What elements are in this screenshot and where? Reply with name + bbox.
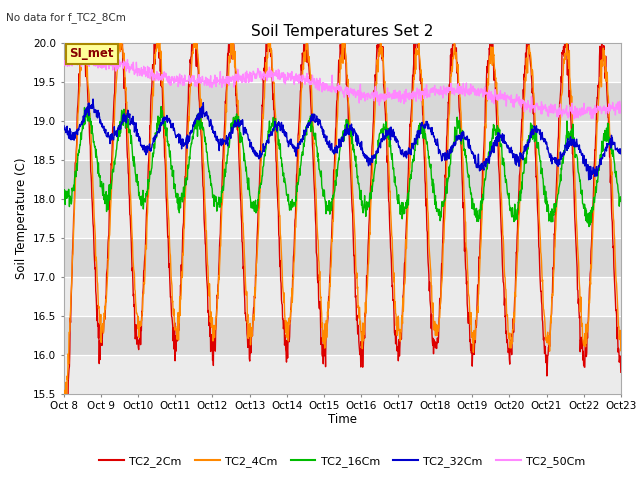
Legend: TC2_2Cm, TC2_4Cm, TC2_16Cm, TC2_32Cm, TC2_50Cm: TC2_2Cm, TC2_4Cm, TC2_16Cm, TC2_32Cm, TC… bbox=[95, 452, 590, 471]
TC2_32Cm bbox=[585, 177, 593, 183]
Line: TC2_50Cm: TC2_50Cm bbox=[64, 54, 621, 119]
TC2_50Cm bbox=[570, 116, 578, 122]
TC2_32Cm bbox=[171, 128, 179, 134]
X-axis label: Time: Time bbox=[328, 413, 357, 426]
TC2_32Cm bbox=[246, 140, 254, 145]
TC2_50Cm bbox=[184, 78, 192, 84]
TC2_50Cm bbox=[617, 110, 625, 116]
TC2_4Cm bbox=[552, 230, 559, 236]
TC2_2Cm bbox=[184, 105, 191, 111]
TC2_2Cm bbox=[551, 232, 559, 238]
TC2_16Cm bbox=[502, 179, 509, 184]
TC2_32Cm bbox=[60, 123, 68, 129]
Y-axis label: Soil Temperature (C): Soil Temperature (C) bbox=[15, 157, 28, 279]
Bar bbox=[64, 199, 621, 238]
TC2_50Cm bbox=[60, 61, 68, 67]
TC2_32Cm bbox=[617, 150, 625, 156]
TC2_50Cm bbox=[429, 89, 437, 95]
TC2_16Cm bbox=[551, 205, 559, 211]
TC2_2Cm bbox=[617, 370, 625, 375]
TC2_32Cm bbox=[184, 140, 192, 146]
TC2_2Cm bbox=[429, 343, 436, 348]
TC2_4Cm bbox=[377, 28, 385, 34]
TC2_4Cm bbox=[61, 409, 68, 415]
TC2_16Cm bbox=[617, 196, 625, 202]
Bar bbox=[64, 43, 621, 82]
Bar bbox=[64, 160, 621, 199]
Bar bbox=[64, 355, 621, 394]
TC2_4Cm bbox=[429, 326, 437, 332]
TC2_2Cm bbox=[170, 335, 178, 340]
Title: Soil Temperatures Set 2: Soil Temperatures Set 2 bbox=[252, 24, 433, 39]
TC2_50Cm bbox=[79, 51, 87, 57]
Line: TC2_32Cm: TC2_32Cm bbox=[64, 99, 621, 180]
TC2_50Cm bbox=[246, 72, 254, 77]
TC2_32Cm bbox=[89, 96, 97, 102]
Bar bbox=[64, 316, 621, 355]
Bar bbox=[64, 238, 621, 277]
Text: SI_met: SI_met bbox=[70, 47, 114, 60]
Bar bbox=[64, 82, 621, 121]
Bar bbox=[64, 277, 621, 316]
Text: No data for f_TC2_8Cm: No data for f_TC2_8Cm bbox=[6, 12, 126, 23]
TC2_16Cm bbox=[60, 189, 68, 194]
TC2_50Cm bbox=[171, 75, 179, 81]
TC2_2Cm bbox=[246, 351, 254, 357]
TC2_32Cm bbox=[429, 130, 437, 135]
Bar bbox=[64, 121, 621, 160]
TC2_2Cm bbox=[502, 313, 509, 319]
TC2_4Cm bbox=[184, 127, 192, 132]
TC2_2Cm bbox=[563, 15, 570, 21]
TC2_16Cm bbox=[246, 197, 254, 203]
Line: TC2_16Cm: TC2_16Cm bbox=[64, 107, 621, 227]
TC2_16Cm bbox=[157, 104, 165, 109]
TC2_32Cm bbox=[551, 159, 559, 165]
Line: TC2_4Cm: TC2_4Cm bbox=[64, 31, 621, 412]
Line: TC2_2Cm: TC2_2Cm bbox=[64, 18, 621, 480]
TC2_4Cm bbox=[60, 402, 68, 408]
TC2_16Cm bbox=[184, 166, 192, 171]
TC2_16Cm bbox=[171, 183, 179, 189]
TC2_16Cm bbox=[585, 224, 593, 229]
TC2_32Cm bbox=[502, 140, 509, 145]
TC2_50Cm bbox=[551, 102, 559, 108]
TC2_4Cm bbox=[502, 299, 510, 304]
TC2_50Cm bbox=[502, 93, 509, 99]
TC2_4Cm bbox=[171, 327, 179, 333]
TC2_4Cm bbox=[246, 342, 254, 348]
TC2_4Cm bbox=[617, 348, 625, 353]
TC2_16Cm bbox=[429, 190, 437, 195]
